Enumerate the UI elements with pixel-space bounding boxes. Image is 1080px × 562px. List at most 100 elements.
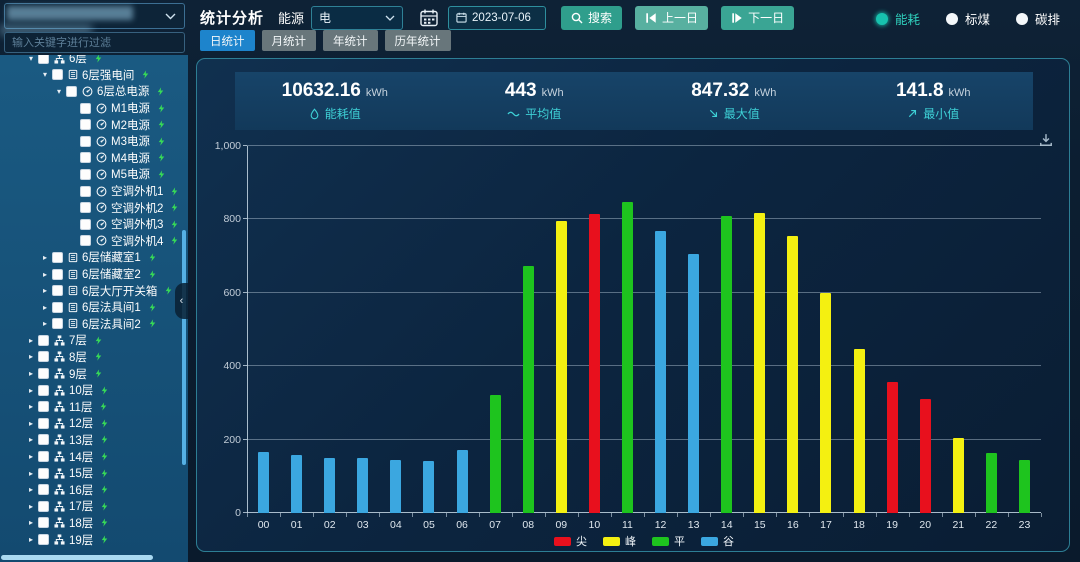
tree-expand-arrow-right[interactable]: ▸ bbox=[28, 352, 33, 362]
tree-checkbox[interactable] bbox=[80, 218, 91, 230]
tree-item-9层[interactable]: ▸ 9层 bbox=[0, 365, 188, 382]
tree-item-6层储藏室1[interactable]: ▸ 6层储藏室1 bbox=[0, 249, 188, 266]
legend-item-尖[interactable]: 尖 bbox=[554, 533, 587, 549]
tree-checkbox[interactable] bbox=[38, 500, 49, 512]
tree-checkbox[interactable] bbox=[38, 334, 49, 346]
tree-checkbox[interactable] bbox=[38, 484, 49, 496]
tree-item-16层[interactable]: ▸ 16层 bbox=[0, 481, 188, 498]
tree-expand-arrow-down[interactable]: ▾ bbox=[56, 86, 61, 96]
tree-item-8层[interactable]: ▸ 8层 bbox=[0, 349, 188, 366]
tree-item-M3电源[interactable]: M3电源 bbox=[0, 133, 188, 150]
radio-碳排[interactable]: 碳排 bbox=[1015, 9, 1060, 28]
tree-item-17层[interactable]: ▸ 17层 bbox=[0, 498, 188, 515]
tree-checkbox[interactable] bbox=[38, 401, 49, 413]
tree-checkbox[interactable] bbox=[80, 185, 91, 197]
tree-checkbox[interactable] bbox=[38, 467, 49, 479]
tree-item-空调外机1[interactable]: 空调外机1 bbox=[0, 183, 188, 200]
next-day-button[interactable]: 下一日 bbox=[721, 5, 795, 30]
tree-expand-arrow-down[interactable]: ▾ bbox=[42, 70, 47, 80]
tree-item-13层[interactable]: ▸ 13层 bbox=[0, 432, 188, 449]
tree-checkbox[interactable] bbox=[80, 135, 91, 147]
tree-expand-arrow-right[interactable]: ▸ bbox=[28, 485, 33, 495]
tree-checkbox[interactable] bbox=[38, 417, 49, 429]
tree-checkbox[interactable] bbox=[38, 451, 49, 463]
tree-expand-arrow-right[interactable]: ▸ bbox=[28, 535, 33, 545]
search-button[interactable]: 搜索 bbox=[561, 5, 623, 30]
tree-checkbox[interactable] bbox=[52, 251, 63, 263]
tab-月统计[interactable]: 月统计 bbox=[261, 30, 316, 51]
tree-checkbox[interactable] bbox=[66, 85, 77, 97]
tree-item-7层[interactable]: ▸ 7层 bbox=[0, 332, 188, 349]
download-icon[interactable] bbox=[1039, 133, 1053, 147]
tree-checkbox[interactable] bbox=[38, 517, 49, 529]
tree-expand-arrow-right[interactable]: ▸ bbox=[28, 435, 33, 445]
tree-filter-input[interactable] bbox=[4, 32, 185, 53]
tree-expand-arrow-right[interactable]: ▸ bbox=[42, 319, 47, 329]
tree-item-M4电源[interactable]: M4电源 bbox=[0, 150, 188, 167]
tree-expand-arrow-right[interactable]: ▸ bbox=[28, 452, 33, 462]
tree-checkbox[interactable] bbox=[52, 268, 63, 280]
tree-checkbox[interactable] bbox=[80, 119, 91, 131]
tree-item-空调外机4[interactable]: 空调外机4 bbox=[0, 233, 188, 250]
tree-item-12层[interactable]: ▸ 12层 bbox=[0, 415, 188, 432]
date-picker-input[interactable]: 2023-07-06 bbox=[448, 5, 547, 30]
radio-标煤[interactable]: 标煤 bbox=[945, 9, 990, 28]
tree-item-19层[interactable]: ▸ 19层 bbox=[0, 531, 188, 548]
tree-item-14层[interactable]: ▸ 14层 bbox=[0, 448, 188, 465]
tree-checkbox[interactable] bbox=[38, 434, 49, 446]
tree-checkbox[interactable] bbox=[80, 202, 91, 214]
sidebar-collapse-handle[interactable]: ‹ bbox=[175, 283, 188, 319]
sidebar-vertical-scrollbar[interactable] bbox=[182, 230, 186, 465]
tree-expand-arrow-right[interactable]: ▸ bbox=[28, 335, 33, 345]
tree-expand-arrow-right[interactable]: ▸ bbox=[28, 385, 33, 395]
tree-checkbox[interactable] bbox=[52, 285, 63, 297]
tree-checkbox[interactable] bbox=[52, 318, 63, 330]
tree-checkbox[interactable] bbox=[80, 152, 91, 164]
tree-item-11层[interactable]: ▸ 11层 bbox=[0, 398, 188, 415]
tree-checkbox[interactable] bbox=[52, 69, 63, 81]
tree-checkbox[interactable] bbox=[38, 534, 49, 546]
tree-checkbox[interactable] bbox=[80, 102, 91, 114]
tree-item-M5电源[interactable]: M5电源 bbox=[0, 166, 188, 183]
tree-item-6层大厅开关箱[interactable]: ▸ 6层大厅开关箱 bbox=[0, 282, 188, 299]
tree-item-6层强电间[interactable]: ▾ 6层强电间 bbox=[0, 67, 188, 84]
tree-expand-arrow-right[interactable]: ▸ bbox=[42, 252, 47, 262]
tree-item-6层总电源[interactable]: ▾ 6层总电源 bbox=[0, 83, 188, 100]
tab-历年统计[interactable]: 历年统计 bbox=[384, 30, 451, 51]
calendar-icon[interactable] bbox=[419, 8, 439, 28]
energy-type-select[interactable]: 电 bbox=[311, 5, 404, 30]
tree-item-M1电源[interactable]: M1电源 bbox=[0, 100, 188, 117]
tree-expand-arrow-right[interactable]: ▸ bbox=[42, 286, 47, 296]
tree-expand-arrow-right[interactable]: ▸ bbox=[28, 402, 33, 412]
tree-checkbox[interactable] bbox=[52, 301, 63, 313]
tree-checkbox[interactable] bbox=[38, 368, 49, 380]
legend-item-平[interactable]: 平 bbox=[652, 533, 685, 549]
tree-expand-arrow-down[interactable]: ▾ bbox=[28, 55, 33, 63]
tree-expand-arrow-right[interactable]: ▸ bbox=[42, 269, 47, 279]
radio-能耗[interactable]: 能耗 bbox=[875, 9, 920, 28]
sidebar-horizontal-scrollbar[interactable] bbox=[1, 555, 153, 560]
tree-expand-arrow-right[interactable]: ▸ bbox=[28, 501, 33, 511]
tree-item-6层储藏室2[interactable]: ▸ 6层储藏室2 bbox=[0, 266, 188, 283]
tree-checkbox[interactable] bbox=[80, 168, 91, 180]
tree-checkbox[interactable] bbox=[38, 351, 49, 363]
tree-item-15层[interactable]: ▸ 15层 bbox=[0, 465, 188, 482]
previous-day-button[interactable]: 上一日 bbox=[635, 5, 709, 30]
tree-expand-arrow-right[interactable]: ▸ bbox=[28, 468, 33, 478]
tree-item-M2电源[interactable]: M2电源 bbox=[0, 116, 188, 133]
tree-expand-arrow-right[interactable]: ▸ bbox=[28, 369, 33, 379]
tree-item-空调外机2[interactable]: 空调外机2 bbox=[0, 199, 188, 216]
legend-item-峰[interactable]: 峰 bbox=[603, 533, 636, 549]
tree-expand-arrow-right[interactable]: ▸ bbox=[42, 302, 47, 312]
tab-年统计[interactable]: 年统计 bbox=[323, 30, 378, 51]
tree-expand-arrow-right[interactable]: ▸ bbox=[28, 418, 33, 428]
tree-expand-arrow-right[interactable]: ▸ bbox=[28, 518, 33, 528]
tree-item-10层[interactable]: ▸ 10层 bbox=[0, 382, 188, 399]
tree-checkbox[interactable] bbox=[80, 235, 91, 247]
tree-item-18层[interactable]: ▸ 18层 bbox=[0, 515, 188, 532]
tree-checkbox[interactable] bbox=[38, 384, 49, 396]
tree-item-6层法具间1[interactable]: ▸ 6层法具间1 bbox=[0, 299, 188, 316]
tree-item-6层法具间2[interactable]: ▸ 6层法具间2 bbox=[0, 316, 188, 333]
tab-日统计[interactable]: 日统计 bbox=[200, 30, 255, 51]
tree-checkbox[interactable] bbox=[38, 55, 49, 64]
